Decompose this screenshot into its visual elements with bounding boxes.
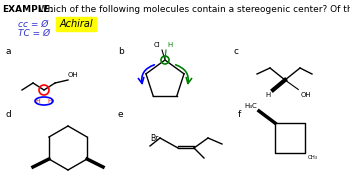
Text: TC = Ø: TC = Ø bbox=[18, 29, 50, 38]
Text: b: b bbox=[118, 47, 124, 56]
Text: Br: Br bbox=[150, 134, 158, 143]
Text: EXAMPLE:: EXAMPLE: bbox=[2, 5, 53, 14]
Text: e: e bbox=[118, 110, 124, 119]
Text: OH: OH bbox=[68, 72, 79, 78]
Text: H: H bbox=[48, 99, 52, 103]
FancyBboxPatch shape bbox=[56, 17, 96, 31]
Text: f: f bbox=[238, 110, 241, 119]
Text: H: H bbox=[36, 99, 40, 103]
Text: CH₃: CH₃ bbox=[308, 155, 318, 160]
Text: H: H bbox=[266, 92, 271, 98]
Text: d: d bbox=[5, 110, 11, 119]
Text: cc = Ø: cc = Ø bbox=[18, 20, 48, 29]
Text: Achiral: Achiral bbox=[59, 19, 93, 29]
Text: H₃C: H₃C bbox=[244, 103, 257, 109]
Text: a: a bbox=[5, 47, 10, 56]
Text: Which of the following molecules contain a stereogenic center? Of these, how man: Which of the following molecules contain… bbox=[33, 5, 350, 14]
Text: c: c bbox=[233, 47, 238, 56]
Text: Cl: Cl bbox=[153, 42, 160, 48]
Text: H: H bbox=[167, 42, 172, 48]
Text: OH: OH bbox=[301, 92, 312, 98]
